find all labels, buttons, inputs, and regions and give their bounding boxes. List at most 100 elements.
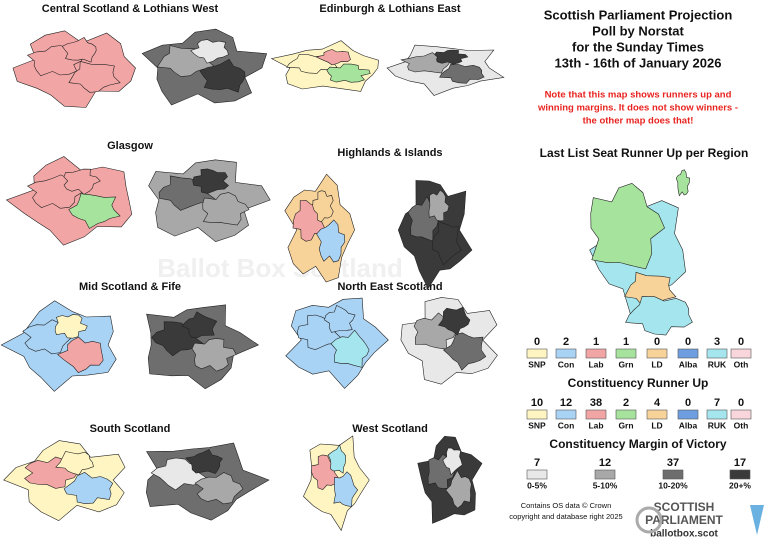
party-label: SNP (528, 359, 546, 369)
count: 4 (654, 397, 661, 409)
title-line: Poll by Norstat (592, 23, 684, 38)
map-area (442, 447, 463, 476)
swatch (555, 348, 577, 359)
map-area (324, 304, 356, 333)
count: 2 (623, 397, 629, 409)
map-area (185, 449, 223, 474)
count: 38 (590, 397, 602, 409)
map-area (57, 336, 104, 373)
region-title: South Scotland (90, 423, 171, 435)
logo-ring (635, 506, 663, 534)
map-area (312, 190, 334, 223)
map-area (439, 64, 485, 84)
title-line: for the Sunday Times (572, 39, 704, 54)
title-line: Scottish Parliament Projection (544, 7, 733, 22)
count: 0 (654, 336, 660, 348)
party-label: Con (558, 420, 575, 430)
map-area (445, 469, 472, 509)
map-area (434, 49, 469, 65)
watermark: Ballot Box Scotland (157, 253, 403, 283)
credit-line: Contains OS data © Crown (521, 501, 612, 510)
note-line: the other map does that! (583, 116, 694, 127)
map-area (442, 332, 487, 371)
count: 1 (623, 336, 629, 348)
band-label: 20+% (729, 480, 751, 490)
swatch (615, 409, 637, 420)
party-label: SNP (528, 420, 546, 430)
logo-text: SCOTTISH (654, 500, 715, 514)
swatch (706, 409, 728, 420)
swatch (706, 348, 728, 359)
band-label: 0-5% (527, 480, 547, 490)
map-area (590, 182, 665, 270)
count: 2 (563, 336, 569, 348)
swatch (729, 469, 751, 480)
count: 3 (714, 336, 720, 348)
swatch (730, 348, 752, 359)
map-area (202, 192, 250, 226)
party-label: Grn (618, 420, 633, 430)
region-title: North East Scotland (337, 281, 442, 293)
count: 17 (734, 457, 746, 469)
map-area (675, 169, 691, 197)
section-title: Last List Seat Runner Up per Region (540, 146, 749, 160)
logo-flag (750, 505, 764, 535)
swatch (646, 409, 668, 420)
region-title: Highlands & Islands (337, 147, 442, 159)
title-line: 13th - 16th of January 2026 (555, 55, 722, 70)
swatch (526, 348, 548, 359)
section-title: Constituency Runner Up (568, 376, 709, 390)
map-area (333, 471, 359, 508)
party-label: LD (651, 359, 662, 369)
count: 0 (738, 397, 744, 409)
map-area (199, 58, 246, 93)
party-label: RUK (708, 359, 727, 369)
party-label: Oth (734, 420, 749, 430)
map-area (55, 451, 94, 476)
map-area (315, 49, 351, 66)
map-area (191, 338, 237, 372)
map-area (54, 314, 88, 339)
map-area (190, 39, 229, 64)
swatch (677, 348, 699, 359)
map-area (316, 219, 346, 263)
map-area (61, 37, 97, 63)
swatch (594, 469, 616, 480)
map-area (428, 189, 450, 222)
count: 0 (738, 336, 744, 348)
map-area (330, 329, 370, 368)
count: 37 (667, 457, 679, 469)
party-label: Oth (734, 359, 749, 369)
map-area (181, 311, 218, 339)
count: 0 (534, 336, 540, 348)
count: 10 (531, 397, 543, 409)
map-area (625, 296, 693, 336)
party-label: LD (651, 420, 662, 430)
swatch (555, 409, 577, 420)
note-line: winning margins. It does not show winner… (537, 103, 738, 114)
map-area (63, 168, 101, 195)
region-title: West Scotland (352, 423, 428, 435)
map-area (63, 472, 114, 505)
swatch (646, 348, 668, 359)
region-title: Edinburgh & Lothians East (319, 3, 461, 15)
logo-mark (635, 505, 764, 535)
count: 1 (593, 336, 599, 348)
section-title: Constituency Margin of Victory (549, 437, 726, 451)
map-area (437, 306, 471, 336)
swatch (730, 409, 752, 420)
count: 12 (560, 397, 572, 409)
band-label: 5-10% (593, 480, 618, 490)
region-title: Glasgow (107, 140, 153, 152)
swatch (585, 348, 607, 359)
count: 0 (685, 336, 691, 348)
swatch (526, 409, 548, 420)
party-label: Lab (588, 359, 603, 369)
party-label: Grn (618, 359, 633, 369)
swatch (677, 409, 699, 420)
party-label: Lab (588, 420, 603, 430)
count: 12 (599, 457, 611, 469)
swatch (662, 469, 684, 480)
map-area (68, 60, 121, 93)
